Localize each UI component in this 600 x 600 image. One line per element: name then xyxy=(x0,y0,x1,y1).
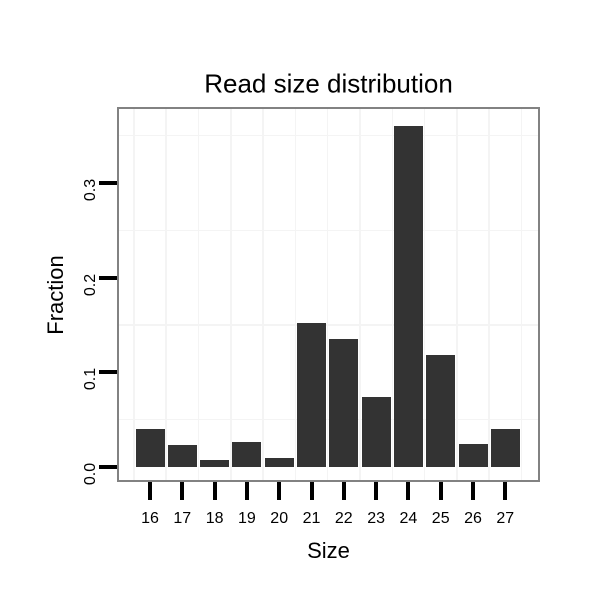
bar-size-21 xyxy=(297,323,326,467)
x-axis-tick-label: 16 xyxy=(141,510,159,527)
y-axis-title: Fraction xyxy=(43,255,68,335)
x-axis-tick-label: 19 xyxy=(237,510,256,527)
x-axis-tick xyxy=(503,482,508,500)
bar-size-25 xyxy=(426,355,456,467)
grid-line-vertical xyxy=(165,109,167,480)
x-axis-tick-label: 22 xyxy=(334,510,353,527)
y-axis-tick-label: 0.0 xyxy=(82,462,99,486)
bar-size-17 xyxy=(167,445,197,467)
x-axis-tick xyxy=(374,482,379,500)
x-axis-tick xyxy=(471,482,475,500)
bar-size-27 xyxy=(490,429,520,467)
grid-line-vertical xyxy=(359,109,361,480)
bar-size-22 xyxy=(329,339,359,467)
grid-line-vertical xyxy=(197,109,200,480)
x-axis-tick-label: 24 xyxy=(399,510,418,527)
x-axis-tick-label: 17 xyxy=(173,510,192,527)
grid-line-vertical xyxy=(520,109,523,480)
chart-title: Read size distribution xyxy=(204,68,453,99)
x-axis-tick xyxy=(438,482,443,500)
bar-size-19 xyxy=(232,442,262,467)
grid-line-vertical xyxy=(423,109,426,480)
grid-line-horizontal xyxy=(119,324,538,326)
grid-line-vertical xyxy=(133,109,135,480)
grid-line-horizontal xyxy=(119,229,538,231)
bar-size-16 xyxy=(135,429,165,467)
grid-line-vertical xyxy=(294,109,297,480)
x-axis-tick xyxy=(341,482,346,500)
y-axis-tick xyxy=(99,370,117,375)
x-axis-tick-label: 21 xyxy=(302,510,321,527)
y-axis-tick xyxy=(99,465,117,469)
x-axis-tick xyxy=(180,482,185,500)
bar-size-23 xyxy=(361,396,391,467)
x-axis-tick-label: 23 xyxy=(367,510,385,527)
plot-panel xyxy=(117,107,540,482)
grid-line-vertical xyxy=(326,109,329,480)
x-axis-tick xyxy=(244,482,249,500)
x-axis-tick xyxy=(212,482,217,500)
bar-size-20 xyxy=(264,458,294,467)
grid-line-horizontal xyxy=(119,134,538,137)
x-axis-title: Size xyxy=(307,538,350,563)
x-axis-tick xyxy=(277,482,282,500)
x-axis-tick xyxy=(406,482,411,500)
x-axis-tick-label: 25 xyxy=(431,510,450,527)
x-axis-tick-label: 26 xyxy=(464,510,482,527)
x-axis-tick xyxy=(148,482,152,500)
grid-line-vertical xyxy=(456,109,458,480)
grid-line-vertical xyxy=(488,109,490,480)
bar-size-24 xyxy=(393,126,423,467)
x-axis-tick xyxy=(309,482,314,500)
x-axis-tick-label: 18 xyxy=(205,510,224,527)
y-axis-tick-label: 0.3 xyxy=(82,178,99,202)
y-axis-tick-label: 0.2 xyxy=(82,273,99,296)
grid-line-vertical xyxy=(230,109,232,480)
bar-size-26 xyxy=(458,444,488,467)
grid-line-horizontal xyxy=(119,418,538,421)
grid-line-vertical xyxy=(391,109,393,480)
x-axis-tick-label: 20 xyxy=(270,510,289,527)
bar-size-18 xyxy=(200,460,230,467)
grid-line-vertical xyxy=(262,109,264,480)
y-axis-tick xyxy=(99,275,117,280)
y-axis-tick-label: 0.1 xyxy=(82,368,99,391)
y-axis-tick xyxy=(99,180,117,185)
x-axis-tick-label: 27 xyxy=(496,510,515,527)
